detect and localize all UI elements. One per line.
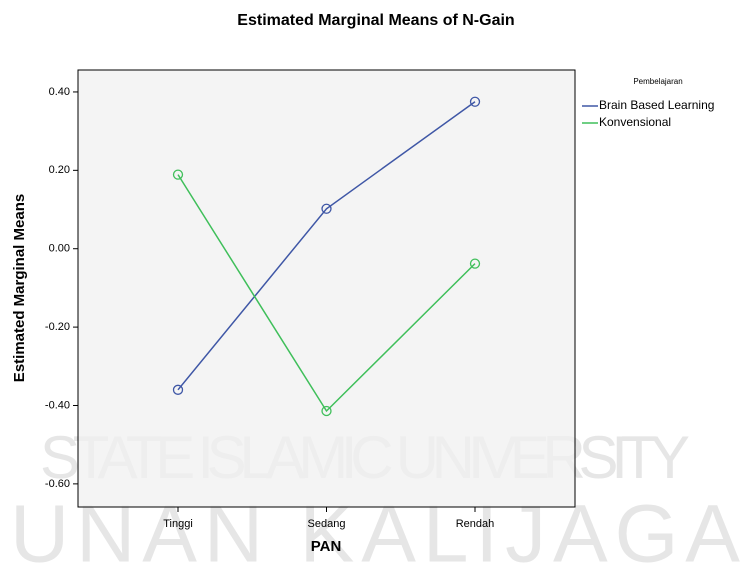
y-tick-label: -0.60 bbox=[45, 478, 70, 490]
x-axis-title: PAN bbox=[311, 538, 342, 555]
legend-label: Konvensional bbox=[599, 115, 671, 129]
chart-title: Estimated Marginal Means of N-Gain bbox=[237, 12, 514, 29]
y-tick-label: 0.00 bbox=[49, 243, 70, 255]
plot-area bbox=[78, 70, 575, 507]
y-tick-label: 0.40 bbox=[49, 86, 70, 98]
y-axis-title: Estimated Marginal Means bbox=[11, 194, 28, 382]
legend-title: Pembelajaran bbox=[633, 77, 682, 86]
y-tick-label: 0.20 bbox=[49, 164, 70, 176]
y-tick-label: -0.40 bbox=[45, 399, 70, 411]
y-tick-label: -0.20 bbox=[45, 321, 70, 333]
x-tick-label: Rendah bbox=[456, 518, 495, 530]
legend-label: Brain Based Learning bbox=[599, 98, 714, 112]
x-tick-label: Tinggi bbox=[163, 518, 193, 530]
x-tick-label: Sedang bbox=[308, 518, 346, 530]
chart: STATE ISLAMIC UNIVERSITY UNAN KALIJAGA E… bbox=[0, 0, 747, 563]
